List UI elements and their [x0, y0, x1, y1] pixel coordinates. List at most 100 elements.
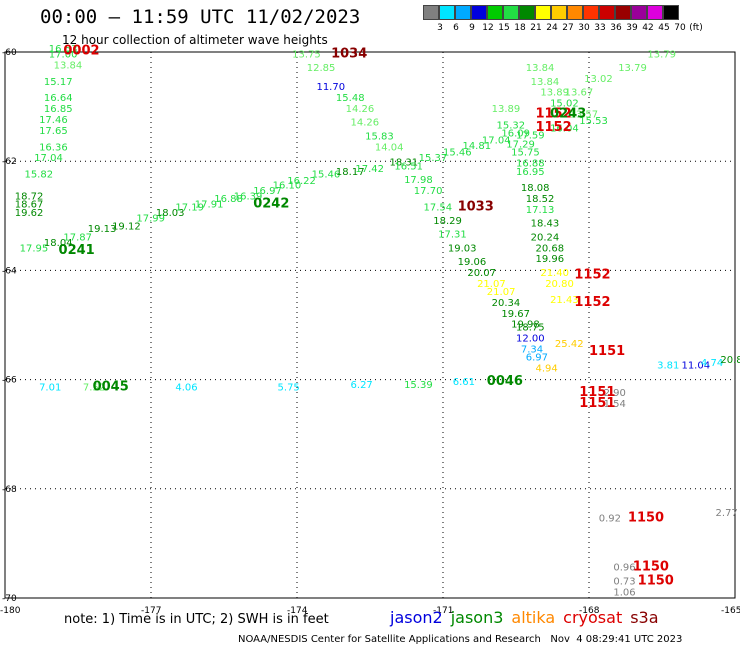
scale-swatch	[519, 5, 535, 20]
lon-tick-label: -174	[287, 606, 308, 616]
lat-tick-label: -70	[2, 594, 17, 604]
scale-label: 9	[469, 23, 475, 33]
wave-height-label: 17.00	[49, 49, 78, 60]
wave-height-label: 18.03	[156, 208, 185, 219]
wave-height-label: 5.75	[278, 383, 300, 394]
wave-height-label: 15.32	[497, 120, 526, 131]
wave-height-label: 7.34	[521, 344, 543, 355]
wave-height-label: 12.85	[307, 63, 336, 74]
wave-height-label: 14.81	[462, 141, 491, 152]
time-label: 0046	[487, 374, 523, 389]
wave-height-label: 16.10	[273, 181, 302, 192]
time-label: 1152	[574, 295, 610, 310]
scale-label: 24	[546, 23, 558, 33]
time-label: 1151	[579, 396, 615, 411]
map-frame	[4, 51, 736, 599]
wave-height-label: 16.64	[44, 93, 73, 104]
wave-height-label: 13.02	[584, 74, 613, 85]
wave-height-label: 17.42	[355, 164, 384, 175]
wave-height-label: 19.67	[501, 309, 530, 320]
scale-swatch	[487, 5, 503, 20]
wave-height-label: 2.90	[604, 388, 626, 399]
wave-height-label: 13.84	[54, 60, 83, 71]
wave-height-label: 17.59	[516, 130, 545, 141]
wave-height-label: 19.96	[535, 254, 564, 265]
wave-height-label: 6.97	[526, 352, 548, 363]
satellite-label: jason3	[450, 608, 504, 627]
time-label: 1033	[458, 199, 494, 214]
scale-swatch	[615, 5, 631, 20]
wave-height-label: 16.51	[394, 161, 423, 172]
wave-height-label: 11.70	[316, 82, 345, 93]
wave-height-label: 1.06	[613, 587, 635, 598]
wave-height-label: 18.52	[526, 194, 555, 205]
wave-height-label: 1.54	[604, 399, 626, 410]
wave-height-label: 13.79	[647, 49, 676, 60]
satellite-label: altika	[511, 608, 556, 627]
time-label: 1152	[535, 107, 571, 122]
scale-swatch	[567, 5, 583, 20]
wave-height-label: 18.43	[531, 219, 560, 230]
scale-label: 30	[578, 23, 590, 33]
scale-label: 70	[674, 23, 686, 33]
map-footer: NOAA/NESDIS Center for Satellite Applica…	[238, 634, 683, 645]
wave-height-label: 15.37	[419, 153, 448, 164]
wave-height-label: 0.92	[599, 514, 621, 525]
wave-height-label: 20.24	[531, 232, 560, 243]
wave-height-label: 15.53	[579, 116, 608, 127]
scale-swatch	[631, 5, 647, 20]
time-label: 0045	[93, 380, 129, 395]
wave-height-label: 19.12	[112, 221, 141, 232]
scale-swatch	[455, 5, 471, 20]
time-label: 1152	[535, 120, 571, 135]
time-label: 1150	[638, 573, 674, 588]
wave-height-label: 17.19	[175, 202, 204, 213]
wave-height-label: 20.68	[535, 243, 564, 254]
scale-label: 18	[514, 23, 526, 33]
scale-label: 21	[530, 23, 542, 33]
time-label: 1151	[579, 385, 615, 400]
scale-label: (ft)	[689, 23, 703, 33]
scale-swatch	[535, 5, 551, 20]
wave-height-label: 20.88	[720, 355, 740, 366]
wave-height-label: 14.26	[351, 118, 380, 129]
time-label: 0241	[59, 243, 95, 258]
wave-height-label: 18.17	[336, 167, 365, 178]
wave-height-label: 4.74	[701, 358, 723, 369]
wave-height-label: 25.42	[555, 339, 584, 350]
lon-tick-label: -165	[721, 606, 740, 616]
wave-height-label: 17.29	[506, 140, 535, 151]
wave-height-label: 17.99	[136, 213, 165, 224]
wave-height-label: 15.39	[404, 380, 433, 391]
scale-swatch	[503, 5, 519, 20]
satellite-label: jason2	[390, 608, 443, 627]
scale-swatch	[423, 5, 439, 20]
wave-height-label: 16.88	[516, 159, 545, 170]
wave-height-label: 15.48	[336, 93, 365, 104]
wave-height-label: 13.75	[292, 49, 321, 60]
time-label: 1150	[633, 560, 669, 575]
wave-height-label: 18.04	[44, 238, 73, 249]
wave-height-label: 7.52	[83, 383, 105, 394]
wave-height-label: 16.36	[39, 142, 68, 153]
wave-height-label: 4.06	[175, 383, 197, 394]
lat-tick-label: -62	[2, 157, 17, 167]
wave-height-label: 15.02	[550, 99, 579, 110]
scale-label: 42	[642, 23, 654, 33]
wave-height-label: 13.84	[531, 77, 560, 88]
wave-height-label: 14.26	[346, 104, 375, 115]
wave-height-label: 18.75	[516, 322, 545, 333]
satellite-label: s3a	[630, 608, 659, 627]
scale-swatch	[647, 5, 663, 20]
time-label: 1151	[589, 344, 625, 359]
wave-height-label: 17.31	[438, 230, 467, 241]
wave-height-label: 16.95	[516, 167, 545, 178]
scale-label: 3	[437, 23, 443, 33]
map-subtitle: 12 hour collection of altimeter wave hei…	[62, 33, 328, 47]
wave-height-label: 21.07	[487, 287, 516, 298]
wave-height-label: 13.67	[565, 88, 594, 99]
wave-height-label: 16.85	[44, 104, 73, 115]
scale-label: 33	[594, 23, 606, 33]
wave-height-label: 13.79	[618, 63, 647, 74]
wave-height-label: 3.81	[657, 361, 679, 372]
